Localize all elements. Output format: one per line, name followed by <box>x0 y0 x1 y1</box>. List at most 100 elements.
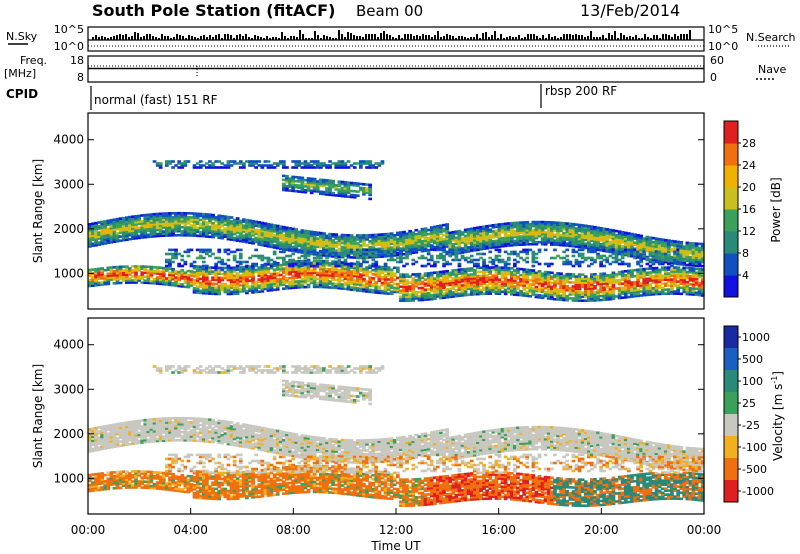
power-cell <box>448 271 453 275</box>
power-cell <box>556 294 560 297</box>
power-cell <box>630 232 634 236</box>
power-cell <box>303 233 308 237</box>
power-cell <box>183 222 188 225</box>
power-cell <box>285 240 289 244</box>
power-cell <box>137 218 141 222</box>
power-cell <box>226 264 231 268</box>
power-cell <box>158 270 163 274</box>
power-cell <box>248 241 252 244</box>
power-cell <box>559 241 563 245</box>
power-cell <box>494 268 499 271</box>
power-cell <box>325 183 329 186</box>
power-cell <box>337 276 342 280</box>
power-cell <box>408 275 412 278</box>
power-cell <box>137 220 141 224</box>
power-cell <box>328 276 332 279</box>
power-cell <box>349 288 354 291</box>
power-cell <box>251 281 255 284</box>
power-cell <box>186 222 191 225</box>
power-cell <box>503 230 508 234</box>
power-cell <box>198 250 203 254</box>
power-cell <box>94 243 98 247</box>
power-cell <box>454 270 459 274</box>
power-cell <box>183 228 188 231</box>
power-cell <box>297 248 302 252</box>
power-cell <box>242 162 246 165</box>
power-cell <box>226 225 231 229</box>
power-cell <box>328 187 332 191</box>
power-cell <box>294 240 299 243</box>
power-cell <box>238 237 243 241</box>
power-cell <box>306 254 311 258</box>
power-cell <box>540 236 545 240</box>
power-cell <box>168 273 172 277</box>
power-cell <box>319 281 323 285</box>
power-cell <box>374 239 379 243</box>
power-cell <box>396 288 400 292</box>
power-cell <box>429 230 434 233</box>
power-cell <box>386 292 391 295</box>
power-cell <box>128 217 132 221</box>
power-cell <box>583 287 588 290</box>
power-cell <box>242 228 246 231</box>
power-cell <box>436 229 440 232</box>
power-cell <box>94 275 98 279</box>
power-cell <box>195 289 200 292</box>
power-cell <box>463 271 468 275</box>
power-cell <box>630 289 634 292</box>
power-cell <box>365 280 369 283</box>
power-cell <box>297 160 302 163</box>
power-cell <box>399 258 403 262</box>
power-cell <box>94 237 98 241</box>
power-cell <box>266 279 271 282</box>
power-cell <box>229 290 234 294</box>
power-cell <box>590 256 594 260</box>
power-cell <box>525 227 530 230</box>
power-cell <box>463 230 468 234</box>
power-cell <box>352 262 357 266</box>
power-cell <box>365 238 369 241</box>
power-cell <box>500 244 505 248</box>
power-cell <box>257 233 262 236</box>
power-cell <box>118 271 123 275</box>
power-cell <box>294 266 299 269</box>
power-cell <box>473 272 477 276</box>
power-cell <box>519 293 523 297</box>
power-cell <box>485 226 489 230</box>
power-cell <box>399 237 403 240</box>
power-cell <box>131 275 135 278</box>
power-cell <box>248 237 252 240</box>
power-cell <box>593 229 597 233</box>
power-cell <box>436 225 440 228</box>
power-cell <box>436 233 440 236</box>
power-cell <box>540 222 545 226</box>
power-cell <box>131 269 135 272</box>
power-cell <box>192 166 197 169</box>
power-cell <box>306 177 311 180</box>
power-cell <box>365 272 369 275</box>
power-cell <box>546 239 551 242</box>
power-cell <box>214 232 218 235</box>
power-cell <box>343 247 348 251</box>
power-cell <box>214 286 218 290</box>
power-cell <box>226 272 231 276</box>
power-cell <box>494 254 499 258</box>
power-cell <box>217 232 222 236</box>
power-cell <box>263 242 268 245</box>
power-cell <box>220 216 225 220</box>
power-cell <box>596 276 600 280</box>
power-cell <box>112 230 117 233</box>
power-cell <box>556 225 560 229</box>
power-cell <box>251 234 255 237</box>
power-cell <box>334 270 339 274</box>
power-cell <box>457 231 462 235</box>
power-cell <box>322 184 326 188</box>
power-cell <box>352 250 357 253</box>
power-cell <box>118 221 123 224</box>
power-cell <box>340 182 345 186</box>
power-cell <box>368 246 372 249</box>
power-cell <box>356 250 360 253</box>
power-cell <box>587 299 591 302</box>
power-cell <box>460 241 465 244</box>
nsky-bar <box>272 37 274 40</box>
